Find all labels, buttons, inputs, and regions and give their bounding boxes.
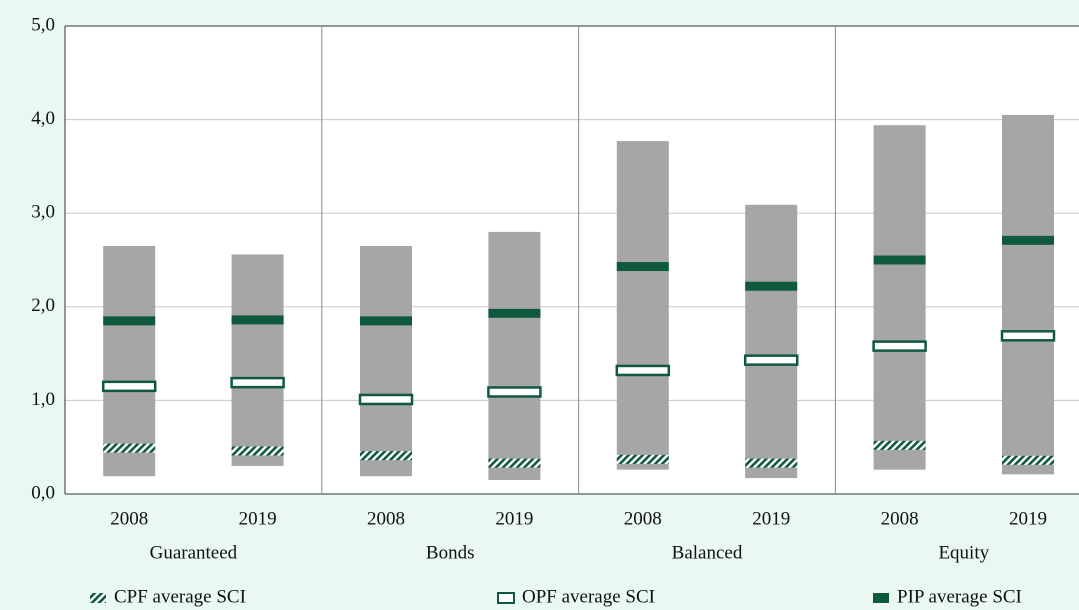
marker	[873, 255, 926, 265]
legend-label: PIP average SCI	[897, 586, 1022, 607]
group-label: Guaranteed	[150, 542, 238, 563]
marker	[1000, 330, 1056, 342]
range-bar	[488, 231, 541, 480]
range-bar	[873, 125, 926, 470]
marker	[1002, 235, 1054, 245]
marker	[745, 281, 798, 291]
legend-label: CPF average SCI	[114, 586, 246, 607]
group-label: Equity	[938, 542, 989, 563]
range-bar	[231, 254, 284, 466]
marker	[488, 308, 541, 318]
range-bar	[745, 204, 798, 479]
group-label: Bonds	[426, 542, 475, 563]
marker	[231, 315, 284, 325]
y-tick-label: 5,0	[31, 14, 55, 35]
x-tick-label: 2019	[752, 508, 790, 529]
marker	[360, 316, 412, 326]
x-tick-label: 2019	[239, 508, 277, 529]
marker	[1002, 455, 1054, 465]
legend-label: OPF average SCI	[522, 586, 655, 607]
y-tick-label: 3,0	[31, 202, 55, 223]
group-label: Balanced	[672, 542, 743, 563]
marker	[488, 458, 541, 468]
marker	[616, 262, 669, 272]
x-tick-label: 2008	[367, 508, 405, 529]
marker	[103, 316, 156, 326]
marker	[616, 454, 669, 464]
y-tick-label: 1,0	[31, 389, 55, 410]
marker	[103, 443, 156, 453]
x-tick-label: 2008	[110, 508, 148, 529]
y-tick-label: 4,0	[31, 108, 55, 129]
x-tick-label: 2008	[881, 508, 919, 529]
y-tick-label: 0,0	[31, 482, 55, 503]
range-bar	[360, 245, 412, 477]
marker	[358, 393, 414, 406]
range-bar	[103, 245, 156, 477]
legend-swatch	[873, 593, 889, 603]
marker	[615, 364, 671, 377]
marker	[873, 440, 926, 450]
range-bar	[1002, 114, 1054, 475]
marker	[872, 340, 927, 352]
legend-swatch	[497, 592, 515, 604]
marker	[230, 376, 285, 389]
x-tick-label: 2019	[1009, 508, 1047, 529]
marker	[745, 458, 798, 468]
plot-area	[65, 26, 1079, 494]
x-tick-label: 2019	[495, 508, 533, 529]
range-bar	[616, 141, 669, 470]
marker	[360, 451, 412, 461]
legend-swatch	[90, 593, 106, 603]
marker	[743, 354, 799, 366]
marker	[487, 386, 542, 398]
y-tick-label: 2,0	[31, 295, 55, 316]
marker	[101, 380, 157, 393]
marker	[231, 446, 284, 456]
x-tick-label: 2008	[624, 508, 662, 529]
